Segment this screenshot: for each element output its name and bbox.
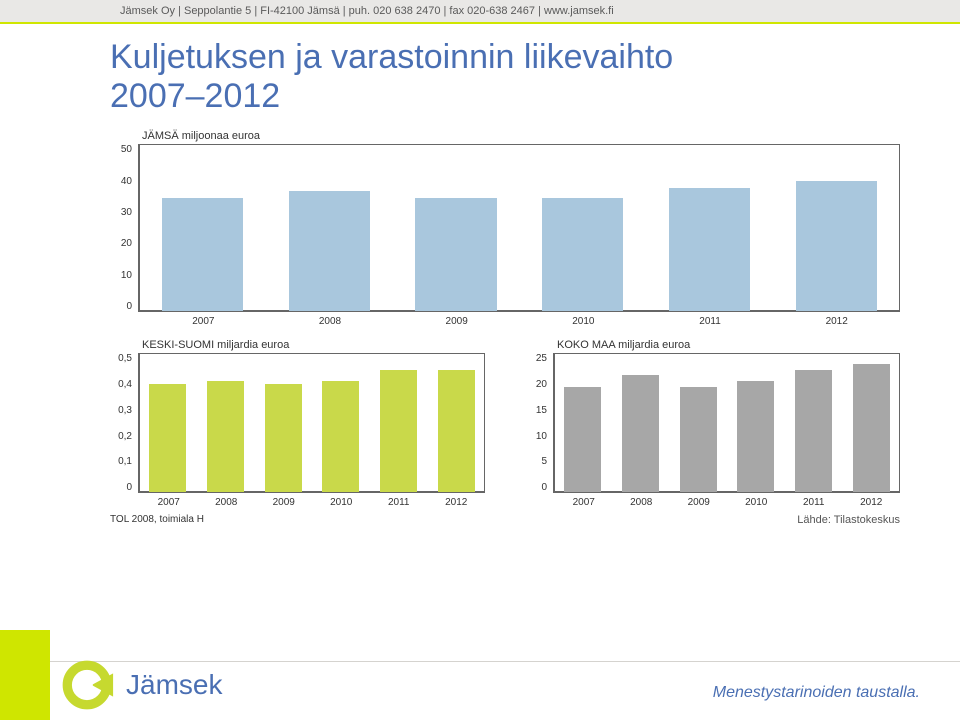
bar: [207, 381, 244, 492]
small-charts-row: KESKI-SUOMI miljardia euroa 0,5 0,4 0,3 0,2…: [110, 339, 900, 526]
chart-right-title: KOKO MAA miljardia euroa: [557, 339, 900, 351]
xtick-label: 2010: [520, 316, 647, 327]
footer-lime-block: [0, 630, 50, 720]
xtick-label: 2012: [773, 316, 900, 327]
ytick-label: 15: [525, 405, 547, 416]
xtick-label: 2007: [140, 497, 198, 508]
chart-right-plot: [553, 353, 900, 493]
chart-right-block: KOKO MAA miljardia euroa 25 20 15 10 5 0 2007…: [525, 339, 900, 526]
chart-left: 0,5 0,4 0,3 0,2 0,1 0: [110, 353, 485, 493]
bar: [149, 384, 186, 492]
bar: [322, 381, 359, 492]
chart-right: 25 20 15 10 5 0: [525, 353, 900, 493]
chart-left-xaxis: 200720082009201020112012: [140, 497, 485, 508]
chart-top-plot: [138, 144, 900, 312]
chart-right-yaxis: 25 20 15 10 5 0: [525, 353, 553, 493]
bar: [795, 370, 832, 492]
bar: [162, 198, 243, 312]
xtick-label: 2011: [647, 316, 774, 327]
chart-left-bars: [139, 353, 485, 492]
bar: [438, 370, 475, 492]
chart-left-block: KESKI-SUOMI miljardia euroa 0,5 0,4 0,3 0,2…: [110, 339, 485, 526]
tagline: Menestystarinoiden taustalla.: [713, 684, 920, 702]
chart-right-bars: [554, 353, 900, 492]
xtick-label: 2009: [670, 497, 728, 508]
bar: [289, 191, 370, 311]
xtick-label: 2012: [843, 497, 901, 508]
footer: Jämsek Menestystarinoiden taustalla.: [0, 630, 960, 720]
header-info-strip: Jämsek Oy | Seppolantie 5 | FI-42100 Jäm…: [0, 0, 960, 22]
ytick-label: 0,4: [110, 379, 132, 390]
ytick-label: 50: [110, 144, 132, 155]
ytick-label: 40: [110, 176, 132, 187]
title-line2: 2007–2012: [110, 77, 280, 115]
ytick-label: 20: [525, 379, 547, 390]
xtick-label: 2011: [785, 497, 843, 508]
xtick-label: 2007: [140, 316, 267, 327]
logo: Jämsek: [58, 656, 222, 714]
slide-body: Kuljetuksen ja varastoinnin liikevaihto …: [0, 24, 960, 526]
bar: [542, 198, 623, 312]
ytick-label: 0: [110, 301, 132, 312]
ytick-label: 20: [110, 238, 132, 249]
xtick-label: 2008: [613, 497, 671, 508]
bar: [265, 384, 302, 492]
xtick-label: 2008: [198, 497, 256, 508]
title-line1: Kuljetuksen ja varastoinnin liikevaihto: [110, 38, 673, 76]
xtick-label: 2011: [370, 497, 428, 508]
footnote-right: Lähde: Tilastokeskus: [525, 514, 900, 526]
bar: [564, 387, 601, 493]
xtick-label: 2012: [428, 497, 486, 508]
chart-left-title: KESKI-SUOMI miljardia euroa: [142, 339, 485, 351]
ytick-label: 0,1: [110, 456, 132, 467]
chart-left-yaxis: 0,5 0,4 0,3 0,2 0,1 0: [110, 353, 138, 493]
ytick-label: 10: [525, 431, 547, 442]
page-title: Kuljetuksen ja varastoinnin liikevaihto …: [110, 38, 900, 116]
xtick-label: 2009: [393, 316, 520, 327]
ytick-label: 0,3: [110, 405, 132, 416]
bar: [622, 375, 659, 492]
chart-top-yaxis: 50 40 30 20 10 0: [110, 144, 138, 312]
ytick-label: 0,5: [110, 353, 132, 364]
logo-mark-icon: [58, 656, 116, 714]
ytick-label: 10: [110, 270, 132, 281]
bar: [796, 181, 877, 311]
ytick-label: 0,2: [110, 431, 132, 442]
header-info-text: Jämsek Oy | Seppolantie 5 | FI-42100 Jäm…: [120, 5, 614, 17]
xtick-label: 2010: [313, 497, 371, 508]
bar: [415, 198, 496, 312]
ytick-label: 5: [525, 456, 547, 467]
chart-top: 50 40 30 20 10 0: [110, 144, 900, 312]
ytick-label: 30: [110, 207, 132, 218]
bar: [669, 188, 750, 312]
chart-top-title: JÄMSÄ miljoonaa euroa: [142, 130, 900, 142]
chart-right-xaxis: 200720082009201020112012: [555, 497, 900, 508]
footnote-left: TOL 2008, toimiala H: [110, 514, 485, 525]
chart-left-plot: [138, 353, 485, 493]
ytick-label: 0: [525, 482, 547, 493]
bar: [737, 381, 774, 492]
ytick-label: 25: [525, 353, 547, 364]
bar: [380, 370, 417, 492]
ytick-label: 0: [110, 482, 132, 493]
bar: [680, 387, 717, 493]
chart-top-block: JÄMSÄ miljoonaa euroa 50403020100 200720…: [110, 130, 900, 327]
chart-top-bars: [139, 144, 900, 311]
chart-top-xaxis: 200720082009201020112012: [140, 316, 900, 327]
bar: [853, 364, 890, 492]
logo-text: Jämsek: [126, 669, 222, 701]
xtick-label: 2008: [267, 316, 394, 327]
xtick-label: 2007: [555, 497, 613, 508]
xtick-label: 2010: [728, 497, 786, 508]
xtick-label: 2009: [255, 497, 313, 508]
